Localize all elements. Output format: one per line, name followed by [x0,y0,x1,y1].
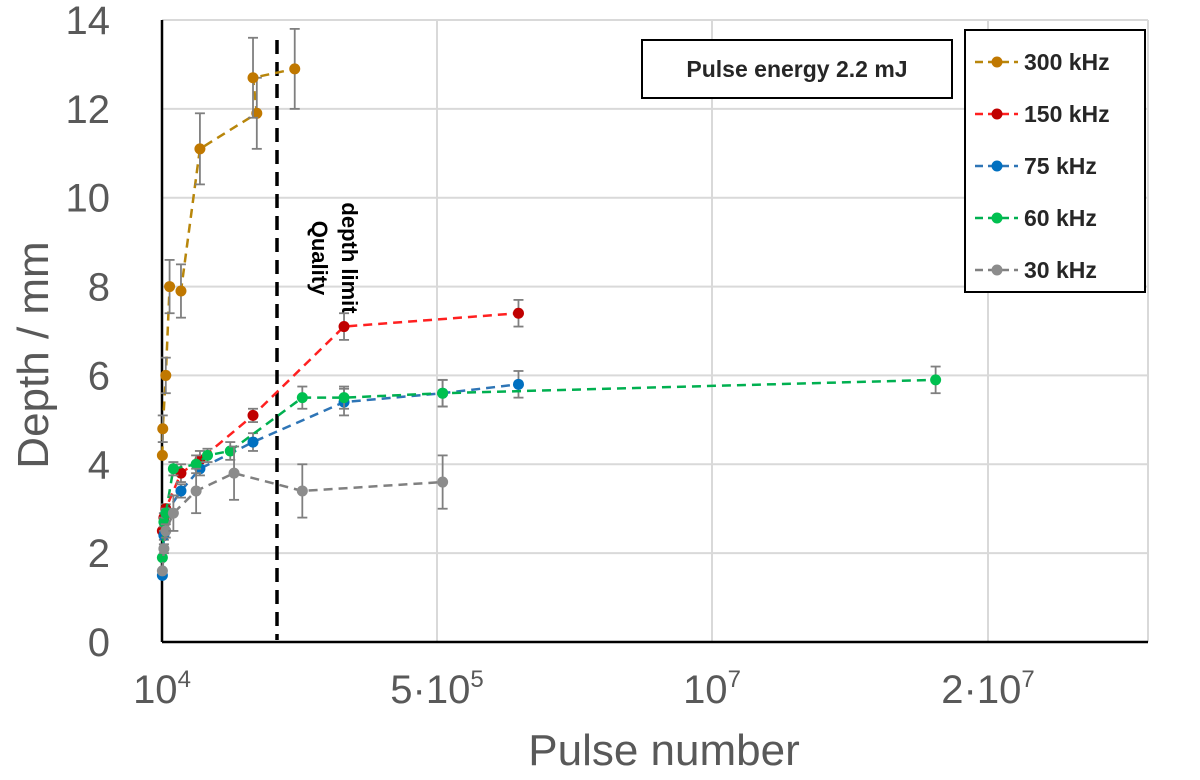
x-tick-label: 2·107 [941,666,1034,712]
legend-swatch-marker [991,108,1003,120]
x-tick-label: 5·105 [390,666,483,712]
data-point [202,449,214,461]
quality-depth-limit: Quality depth limit [275,40,362,640]
legend-entry: 75 kHz [1024,153,1097,179]
annotation-box: Pulse energy 2.2 mJ [641,39,953,99]
series-line [161,311,519,532]
data-point [160,507,172,519]
legend-swatch-marker [991,212,1003,224]
data-point [167,463,179,475]
data-point [437,387,449,399]
data-point [175,485,187,497]
data-point [167,507,179,519]
data-point [160,369,172,381]
data-point [160,525,172,537]
y-tick-label: 12 [66,88,111,132]
data-point [156,552,168,564]
data-point [190,458,202,470]
data-point [156,449,168,461]
series-line [161,67,295,456]
data-point [158,543,170,555]
series-line [161,471,443,571]
data-point [247,72,259,84]
legend-entry: 30 kHz [1024,257,1097,283]
data-point [512,378,524,390]
legend-entry: 60 kHz [1024,205,1097,231]
data-point [247,409,259,421]
annotation-text: Pulse energy 2.2 mJ [686,56,907,82]
series-30-kHz [156,445,449,577]
x-tick-label: 107 [683,666,741,712]
data-point [296,392,308,404]
plot-area [156,27,942,581]
y-tick-label: 10 [66,177,111,221]
data-point [157,423,169,435]
data-point [338,392,350,404]
data-point [251,107,263,119]
y-tick-label: 2 [88,532,110,576]
tick-labels: 0 2 4 6 8 10 12 14 104 5·105 107 2·107 [66,0,1035,712]
data-point [190,485,202,497]
data-point [289,63,301,75]
series-line [161,383,519,576]
data-point [228,467,240,479]
x-axis-title: Pulse number [528,726,799,775]
y-tick-label: 6 [88,354,110,398]
data-point [164,281,176,293]
limit-label: Quality depth limit [307,202,362,314]
legend-entry: 150 kHz [1024,101,1110,127]
y-tick-label: 14 [66,0,111,43]
data-point [930,374,942,386]
x-tick-label: 104 [133,666,191,712]
series-300-kHz [156,27,301,461]
series-75-kHz [156,370,524,581]
legend-swatch-marker [991,56,1003,68]
data-point [247,436,259,448]
data-point [175,285,187,297]
data-point [156,565,168,577]
data-point [224,445,236,457]
series-150-kHz [156,298,524,537]
y-tick-label: 8 [88,266,110,310]
legend: 300 kHz 150 kHz 75 kHz 60 kHz 30 kHz [964,29,1146,293]
y-axis-title: Depth / mm [9,241,58,468]
legend-swatch-marker [991,160,1003,172]
data-point [512,307,524,319]
data-point [194,143,206,155]
y-tick-label: 0 [88,621,110,665]
legend-swatch-marker [991,264,1003,276]
data-point [437,476,449,488]
data-point [296,485,308,497]
legend-entry: 300 kHz [1024,49,1110,75]
data-point [338,321,350,333]
y-tick-label: 4 [88,443,110,487]
